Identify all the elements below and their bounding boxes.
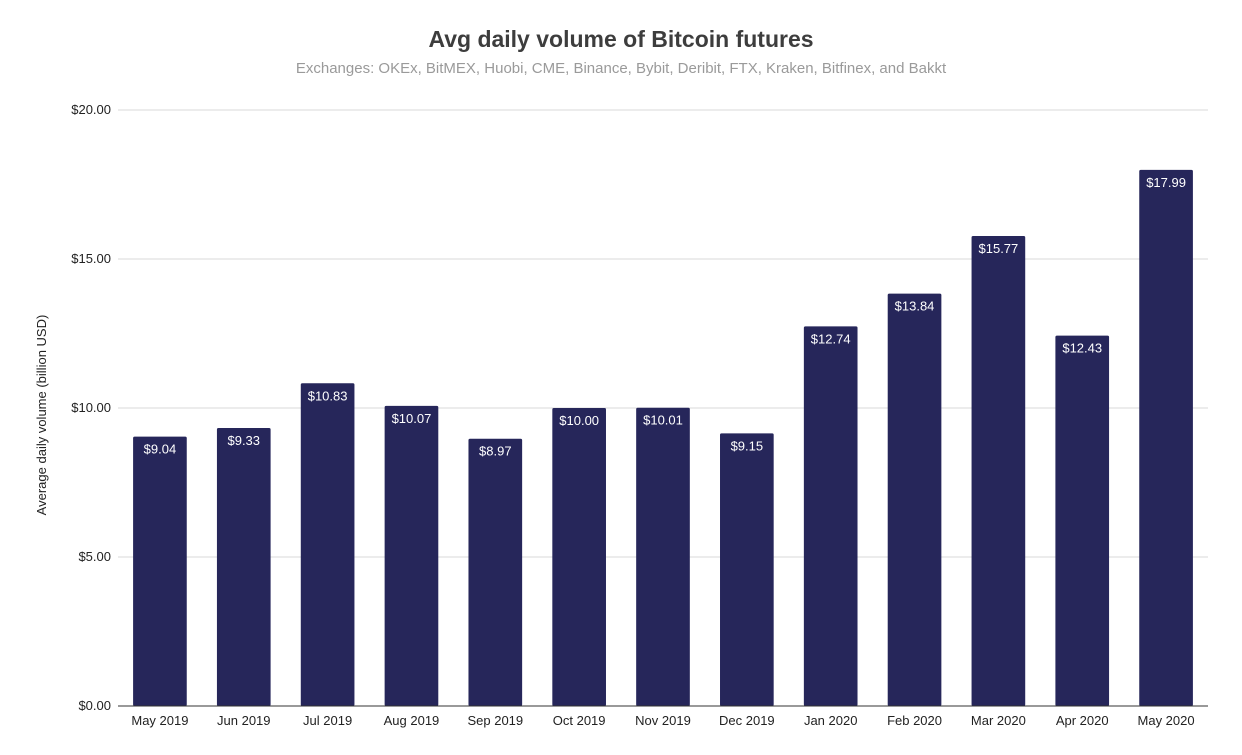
data-label: $8.97 [479,444,512,459]
y-axis-title: Average daily volume (billion USD) [34,315,49,516]
data-label: $15.77 [979,241,1019,256]
bar [216,427,271,706]
x-tick-label: Apr 2020 [1056,713,1109,728]
data-label: $10.01 [643,413,683,428]
y-tick-label: $10.00 [71,400,111,415]
chart-title: Avg daily volume of Bitcoin futures [428,26,814,52]
x-tick-label: Mar 2020 [971,713,1026,728]
x-tick-label: Dec 2019 [719,713,775,728]
bars: $9.04 $9.33 $10.83 $10.07 $8.97 $10.00 $10.01 $… [133,169,1193,706]
y-tick-label: $15.00 [71,251,111,266]
data-label: $12.43 [1062,341,1102,356]
bar [887,293,942,706]
x-tick-label: Sep 2019 [467,713,523,728]
bar [636,407,690,706]
bar [1055,335,1110,706]
bar [720,433,774,706]
x-tick-label: May 2020 [1138,713,1195,728]
bar [803,326,858,706]
x-tick-label: Aug 2019 [384,713,440,728]
data-label: $9.33 [227,433,260,448]
x-tick-label: Jan 2020 [804,713,858,728]
y-axis-ticks: $0.00 $5.00 $10.00 $15.00 $20.00 [71,102,111,713]
bar [971,236,1026,706]
data-label: $13.84 [895,299,935,314]
y-tick-label: $20.00 [71,102,111,117]
y-tick-label: $5.00 [78,549,111,564]
data-label: $10.07 [392,411,432,426]
bar [1139,169,1193,706]
x-tick-label: Feb 2020 [887,713,942,728]
x-tick-label: Nov 2019 [635,713,691,728]
bar [468,438,523,706]
x-tick-label: Jul 2019 [303,713,352,728]
bar [133,436,187,706]
data-label: $17.99 [1146,175,1186,190]
data-label: $10.83 [308,388,348,403]
bar [384,405,439,706]
data-label: $12.74 [811,331,851,346]
chart-subtitle: Exchanges: OKEx, BitMEX, Huobi, CME, Bin… [295,60,947,77]
bar [300,383,355,706]
x-axis-ticks: May 2019 Jun 2019 Jul 2019 Aug 2019 Sep 2019… [131,713,1194,728]
data-label: $10.00 [559,413,599,428]
x-tick-label: Oct 2019 [553,713,606,728]
data-label: $9.15 [731,438,764,453]
x-tick-label: May 2019 [131,713,188,728]
y-tick-label: $0.00 [78,698,111,713]
data-label: $9.04 [144,442,177,457]
x-tick-label: Jun 2019 [217,713,271,728]
bar [552,408,606,706]
